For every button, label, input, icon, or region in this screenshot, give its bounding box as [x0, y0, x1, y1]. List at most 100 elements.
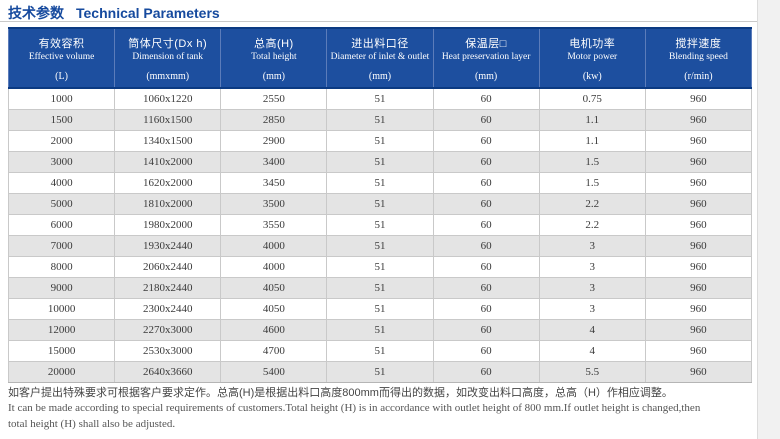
column-header: 筒体尺寸(Dx h) Dimension of tank (mmxmm) — [114, 27, 222, 89]
page-title-en: Technical Parameters — [76, 5, 220, 21]
table-cell: 4 — [538, 340, 646, 362]
table-cell: 2640x3660 — [114, 361, 222, 383]
column-header-cn: 有效容积 — [38, 38, 85, 50]
table-cell: 9000 — [7, 277, 116, 299]
table-cell: 12000 — [7, 319, 116, 341]
table-cell: 960 — [644, 256, 753, 278]
column-header-en: Effective volume — [28, 52, 95, 62]
column-header-unit: (r/min) — [684, 71, 713, 82]
table-cell: 3550 — [220, 214, 328, 236]
table-cell: 60 — [432, 87, 540, 110]
table-cell: 4000 — [220, 235, 328, 257]
table-cell: 2000 — [7, 130, 116, 152]
table-cell: 60 — [432, 256, 540, 278]
table-cell: 960 — [644, 172, 753, 194]
table-body: 1000 1060x1220 2550 51 60 0.75 960 1500 1160x150… — [7, 87, 753, 383]
table-cell: 1.1 — [538, 109, 646, 131]
table-cell: 51 — [326, 340, 434, 362]
table-cell: 60 — [432, 361, 540, 383]
table-cell: 1.1 — [538, 130, 646, 152]
table-cell: 2900 — [220, 130, 328, 152]
table-cell: 2850 — [220, 109, 328, 131]
table-cell: 51 — [326, 130, 434, 152]
table-cell: 1410x2000 — [114, 151, 222, 173]
table-cell: 2.2 — [538, 214, 646, 236]
title-divider — [0, 21, 757, 22]
column-header-en: Blending speed — [669, 52, 728, 62]
table-cell: 960 — [644, 151, 753, 173]
table-cell: 1160x1500 — [114, 109, 222, 131]
table-row: 5000 1810x2000 3500 51 60 2.2 960 — [7, 193, 753, 215]
table-cell: 51 — [326, 319, 434, 341]
table-cell: 1060x1220 — [114, 87, 222, 110]
table-cell: 60 — [432, 340, 540, 362]
table-cell: 1.5 — [538, 172, 646, 194]
column-header: 有效容积 Effective volume (L) — [7, 27, 116, 89]
technical-parameters-table: 有效容积 Effective volume (L) 筒体尺寸(Dx h) Dimensi… — [7, 27, 753, 383]
table-row: 1500 1160x1500 2850 51 60 1.1 960 — [7, 109, 753, 131]
column-header-en: Motor power — [567, 52, 618, 62]
table-cell: 60 — [432, 172, 540, 194]
column-header-en: Heat preservation layer — [441, 52, 531, 62]
footnote-english-line2: total height (H) shall also be adjusted. — [8, 418, 176, 430]
table-cell: 4700 — [220, 340, 328, 362]
column-header-unit: (mmxmm) — [146, 71, 190, 82]
table-cell: 5000 — [7, 193, 116, 215]
table-cell: 1980x2000 — [114, 214, 222, 236]
table-cell: 2.2 — [538, 193, 646, 215]
table-cell: 1340x1500 — [114, 130, 222, 152]
column-header-en: Diameter of inlet & outlet — [330, 52, 430, 62]
table-cell: 51 — [326, 214, 434, 236]
table-cell: 8000 — [7, 256, 116, 278]
table-cell: 1620x2000 — [114, 172, 222, 194]
table-cell: 5400 — [220, 361, 328, 383]
table-cell: 960 — [644, 87, 753, 110]
table-cell: 960 — [644, 130, 753, 152]
column-header-cn: 搅拌速度 — [675, 38, 722, 50]
table-row: 7000 1930x2440 4000 51 60 3 960 — [7, 235, 753, 257]
column-header-cn: 进出料口径 — [351, 38, 409, 50]
table-cell: 4600 — [220, 319, 328, 341]
table-row: 10000 2300x2440 4050 51 60 3 960 — [7, 298, 753, 320]
footnote-chinese: 如客户提出特殊要求可根据客户要求定作。总高(H)是根据出料口高度800mm而得出… — [8, 387, 673, 399]
table-cell: 4 — [538, 319, 646, 341]
table-cell: 2270x3000 — [114, 319, 222, 341]
table-cell: 5.5 — [538, 361, 646, 383]
table-row: 3000 1410x2000 3400 51 60 1.5 960 — [7, 151, 753, 173]
table-cell: 2060x2440 — [114, 256, 222, 278]
table-cell: 20000 — [7, 361, 116, 383]
table-cell: 6000 — [7, 214, 116, 236]
column-header-unit: (L) — [55, 71, 68, 82]
column-header-unit: (mm) — [368, 71, 392, 82]
footnote-english: It can be made according to special requ… — [8, 400, 700, 432]
table-cell: 3 — [538, 277, 646, 299]
table-cell: 60 — [432, 193, 540, 215]
table-cell: 3450 — [220, 172, 328, 194]
table-cell: 960 — [644, 109, 753, 131]
table-row: 12000 2270x3000 4600 51 60 4 960 — [7, 319, 753, 341]
table-cell: 4000 — [220, 256, 328, 278]
table-cell: 960 — [644, 298, 753, 320]
table-cell: 4000 — [7, 172, 116, 194]
table-cell: 960 — [644, 193, 753, 215]
page-title-cn: 技术参数 — [8, 5, 64, 21]
table-cell: 960 — [644, 235, 753, 257]
table-row: 4000 1620x2000 3450 51 60 1.5 960 — [7, 172, 753, 194]
table-cell: 960 — [644, 340, 753, 362]
table-row: 20000 2640x3660 5400 51 60 5.5 960 — [7, 361, 753, 383]
column-header-cn: 电机功率 — [569, 38, 616, 50]
table-cell: 1000 — [7, 87, 116, 110]
table-cell: 3500 — [220, 193, 328, 215]
table-cell: 3 — [538, 235, 646, 257]
column-header: 搅拌速度 Blending speed (r/min) — [644, 27, 753, 89]
table-cell: 960 — [644, 277, 753, 299]
table-cell: 1810x2000 — [114, 193, 222, 215]
table-cell: 4050 — [220, 298, 328, 320]
table-cell: 60 — [432, 277, 540, 299]
column-header: 保温层□ Heat preservation layer (mm) — [432, 27, 540, 89]
table-cell: 60 — [432, 109, 540, 131]
column-header-cn: 保温层□ — [465, 38, 507, 50]
table-row: 6000 1980x2000 3550 51 60 2.2 960 — [7, 214, 753, 236]
table-cell: 51 — [326, 151, 434, 173]
table-cell: 51 — [326, 87, 434, 110]
